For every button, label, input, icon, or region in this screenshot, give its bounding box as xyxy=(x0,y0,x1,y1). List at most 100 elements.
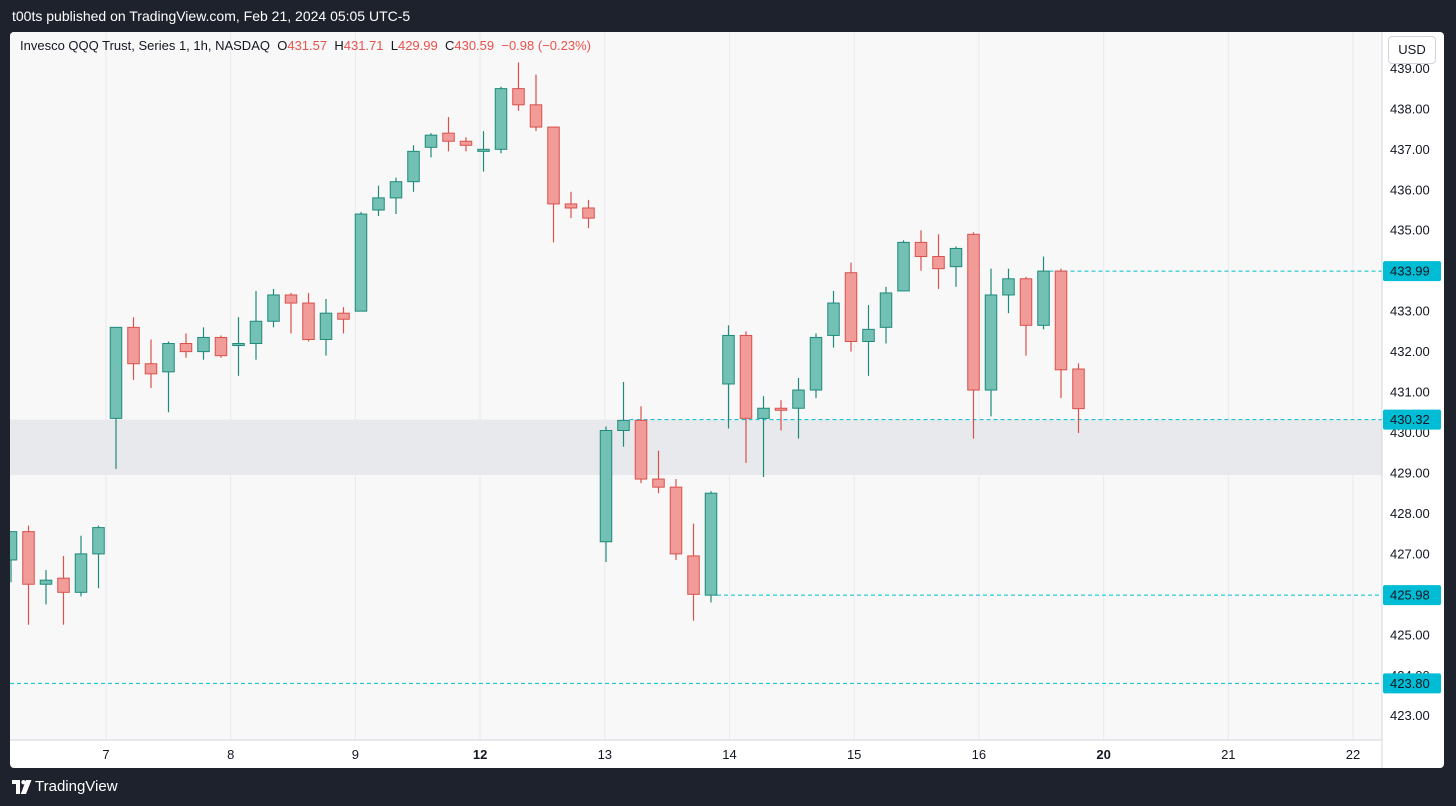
candle[interactable] xyxy=(232,317,245,376)
candle[interactable] xyxy=(459,137,473,152)
candle[interactable] xyxy=(652,450,665,494)
candle[interactable] xyxy=(407,145,420,192)
candle[interactable] xyxy=(389,177,403,215)
candle[interactable] xyxy=(179,333,193,358)
candle-body xyxy=(687,555,700,595)
symbol-legend: Invesco QQQ Trust, Series 1, 1h, NASDAQ … xyxy=(20,38,591,53)
candle-body xyxy=(704,492,718,596)
candle[interactable] xyxy=(914,230,928,271)
candle[interactable] xyxy=(1037,256,1050,330)
candle[interactable] xyxy=(774,400,788,431)
candle[interactable] xyxy=(739,331,753,463)
time-tick-label: 8 xyxy=(227,747,234,762)
candle-body xyxy=(862,328,875,342)
price-tick-label: 429.00 xyxy=(1390,465,1430,480)
candle[interactable] xyxy=(879,286,893,344)
candle[interactable] xyxy=(687,523,700,621)
candle[interactable] xyxy=(144,339,158,389)
chart-frame[interactable]: 439.00 438.00 437.00 436.00 435.00 433.00 432.… xyxy=(10,32,1444,768)
candle[interactable] xyxy=(564,191,578,219)
candle[interactable] xyxy=(827,290,840,348)
candle[interactable] xyxy=(477,131,490,172)
candle-body xyxy=(512,88,525,106)
candle[interactable] xyxy=(704,491,718,603)
candle-body xyxy=(57,577,70,593)
candle[interactable] xyxy=(442,116,455,152)
symbol-name: Invesco QQQ Trust, Series 1, 1h, NASDAQ xyxy=(20,38,270,53)
candle-body xyxy=(459,140,473,146)
candle[interactable] xyxy=(354,212,368,312)
candle[interactable] xyxy=(722,325,735,429)
candle[interactable] xyxy=(809,333,823,399)
price-tick-label: 431.00 xyxy=(1390,385,1430,400)
candle[interactable] xyxy=(1054,268,1068,399)
candle[interactable] xyxy=(22,525,35,625)
high-value: 431.71 xyxy=(343,38,384,53)
candle[interactable] xyxy=(862,305,875,376)
candle[interactable] xyxy=(10,531,18,583)
candle[interactable] xyxy=(249,290,263,360)
candle[interactable] xyxy=(757,396,770,478)
candle[interactable] xyxy=(74,535,88,597)
time-tick-label: 13 xyxy=(598,747,612,762)
candle[interactable] xyxy=(582,199,595,229)
candle[interactable] xyxy=(547,126,560,243)
candle-body xyxy=(442,132,455,142)
candle[interactable] xyxy=(669,479,683,560)
candle-body xyxy=(267,294,280,322)
candle[interactable] xyxy=(844,262,858,352)
candle[interactable] xyxy=(109,326,123,469)
candle[interactable] xyxy=(197,327,210,360)
plot-background xyxy=(10,32,1382,740)
price-axis[interactable]: 439.00 438.00 437.00 436.00 435.00 433.00 432.… xyxy=(1390,61,1430,723)
candle[interactable] xyxy=(372,185,385,217)
close-label: C xyxy=(444,38,455,53)
candle[interactable] xyxy=(57,555,70,625)
candle[interactable] xyxy=(634,406,648,484)
candle[interactable] xyxy=(337,307,350,334)
footer-bar: TradingView xyxy=(0,768,1456,806)
candle[interactable] xyxy=(617,381,630,447)
candle[interactable] xyxy=(529,74,543,132)
candle[interactable] xyxy=(984,268,998,417)
candle-body xyxy=(652,478,665,488)
candle[interactable] xyxy=(1072,363,1085,433)
candle[interactable] xyxy=(494,86,508,154)
candle[interactable] xyxy=(1019,276,1033,356)
candle[interactable] xyxy=(424,133,438,158)
candle[interactable] xyxy=(267,288,280,328)
candle[interactable] xyxy=(127,317,140,380)
candle[interactable] xyxy=(792,377,805,439)
candle-body xyxy=(879,292,893,328)
candle[interactable] xyxy=(92,525,105,589)
candle-body xyxy=(424,134,438,148)
candle-body xyxy=(809,336,823,391)
candle-body xyxy=(634,419,648,480)
price-level-badge xyxy=(1383,585,1441,606)
time-tick-label: 21 xyxy=(1221,747,1235,762)
candle[interactable] xyxy=(932,234,945,289)
candle[interactable] xyxy=(512,62,525,111)
candle[interactable] xyxy=(284,292,298,334)
candle-body xyxy=(669,486,683,555)
candle-body xyxy=(914,241,928,258)
candle[interactable] xyxy=(967,232,980,439)
candle[interactable] xyxy=(214,335,228,358)
candle[interactable] xyxy=(1002,268,1015,314)
candle[interactable] xyxy=(949,246,963,287)
footer-brand: TradingView xyxy=(35,778,118,795)
candle[interactable] xyxy=(319,299,333,356)
chart-svg[interactable]: 439.00 438.00 437.00 436.00 435.00 433.00 432.… xyxy=(10,32,1444,768)
candle[interactable] xyxy=(39,570,53,605)
candle[interactable] xyxy=(897,240,910,292)
candle[interactable] xyxy=(162,341,175,413)
currency-button[interactable]: USD xyxy=(1388,36,1436,64)
candle[interactable] xyxy=(302,292,315,342)
candle-body xyxy=(932,256,945,270)
price-tick-label: 439.00 xyxy=(1390,61,1430,76)
candle[interactable] xyxy=(599,426,613,562)
time-axis[interactable]: 7 8 9 12 13 14 15 16 20 21 22 xyxy=(102,747,1360,762)
candles[interactable] xyxy=(10,62,1085,625)
candle-body xyxy=(179,343,193,353)
candle-body xyxy=(1072,368,1085,410)
